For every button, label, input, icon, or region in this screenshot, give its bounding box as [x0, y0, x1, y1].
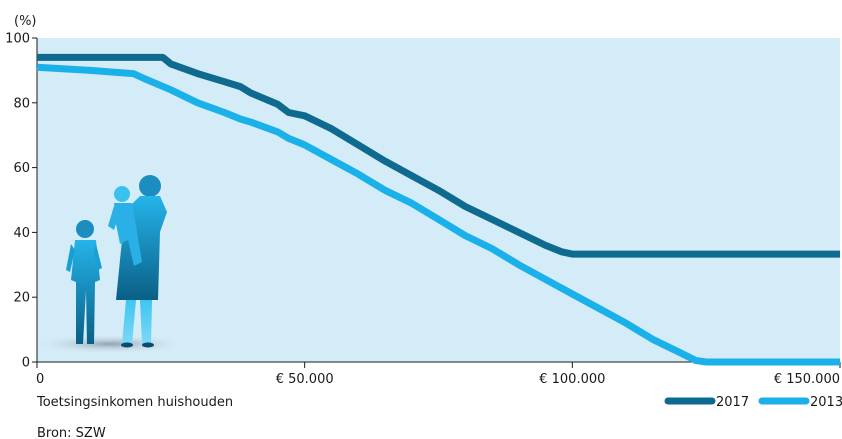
- legend-label-2017: 2017: [716, 395, 749, 410]
- y-tick-label: 0: [22, 356, 30, 371]
- y-tick-label: 80: [13, 96, 30, 111]
- legend: 2017 2013: [664, 395, 842, 410]
- x-tick-label: € 100.000: [539, 372, 605, 387]
- y-tick-label: 100: [5, 32, 30, 47]
- y-tick-label: 60: [13, 161, 30, 176]
- y-axis-label: (%): [14, 14, 37, 29]
- x-tick-label: € 150.000: [774, 372, 840, 387]
- y-tick-label: 40: [13, 226, 30, 241]
- legend-label-2013: 2013: [810, 395, 842, 410]
- x-tick-label: 0: [36, 372, 44, 387]
- series-layer: [36, 53, 840, 366]
- x-axis-ticks: 0 € 50.000 € 100.000 € 150.000: [36, 362, 841, 387]
- series-line-2017: [37, 53, 840, 258]
- series-line-2013: [36, 63, 840, 366]
- source-note: Bron: SZW: [37, 426, 106, 439]
- x-tick-label: € 50.000: [276, 372, 334, 387]
- y-axis-ticks: 0 20 40 60 80 100: [5, 32, 37, 371]
- x-axis-label: Toetsingsinkomen huishouden: [36, 395, 233, 410]
- y-tick-label: 20: [13, 291, 30, 306]
- family-illustration: [38, 175, 182, 353]
